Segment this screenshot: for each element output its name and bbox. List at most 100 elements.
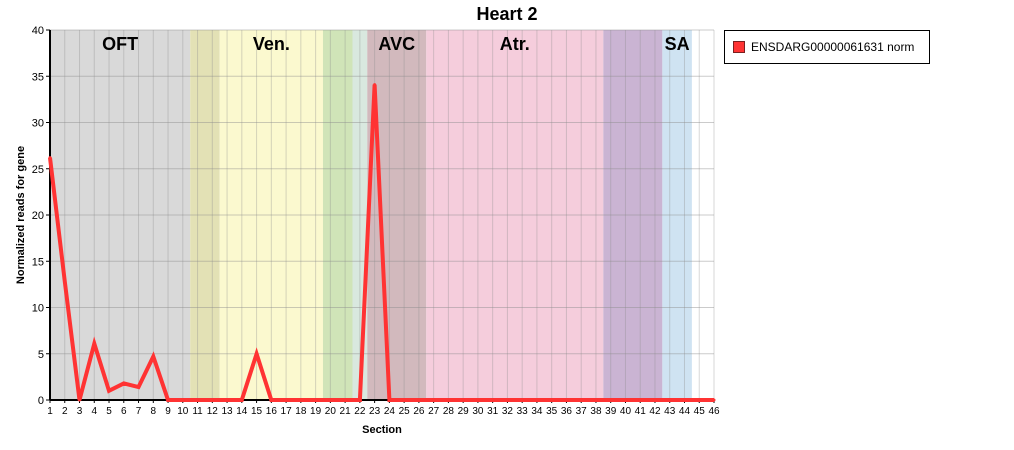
x-tick-labels: 1 2 3 4 5 6 7 8 9 10 11 12 13 14 15 16 17 18 19 20 21 22 23 24 2… [47,400,720,417]
region-band [367,30,427,400]
legend-label: ENSDARG00000061631 norm [751,40,915,54]
y-tick-label: 0 [38,395,44,407]
y-tick-label: 10 [32,303,44,315]
y-tick-label: 15 [32,256,44,268]
x-tick-label: 22 [354,406,366,417]
x-tick-label: 13 [222,406,234,417]
x-tick-label: 12 [207,406,219,417]
data-point [682,398,686,402]
x-tick-label: 16 [266,406,278,417]
x-tick-label: 25 [399,406,411,417]
x-tick-label: 14 [236,406,248,417]
x-tick-label: 11 [192,406,203,417]
x-tick-label: 7 [136,406,142,417]
data-point [446,398,450,402]
x-tick-label: 32 [502,406,514,417]
x-tick-label: 20 [325,406,337,417]
y-tick-label: 5 [38,349,44,361]
data-point [623,398,627,402]
x-tick-label: 28 [443,406,455,417]
x-tick-label: 35 [546,406,558,417]
data-point [535,398,539,402]
data-point [638,398,642,402]
x-tick-label: 19 [310,406,322,417]
data-point [63,280,67,284]
x-tick-label: 45 [694,406,706,417]
x-tick-label: 34 [531,406,543,417]
x-tick-label: 1 [47,406,53,417]
data-point [314,398,318,402]
data-point [137,385,141,389]
data-point [697,398,701,402]
data-point [387,398,391,402]
region-label: Ven. [253,34,290,54]
data-point [328,398,332,402]
y-tick-labels: 0 5 10 15 20 25 30 35 40 [32,25,50,407]
region-label: SA [665,34,690,54]
x-tick-label: 43 [664,406,676,417]
y-tick-label: 30 [32,118,44,130]
data-point [210,398,214,402]
data-point [358,398,362,402]
x-axis-label: Section [362,424,402,436]
x-tick-label: 26 [413,406,425,417]
data-point [122,381,126,385]
x-tick-label: 17 [281,406,293,417]
x-tick-label: 39 [605,406,617,417]
x-tick-label: 21 [340,406,352,417]
x-tick-label: 38 [590,406,602,417]
data-point [594,398,598,402]
x-tick-label: 30 [472,406,484,417]
region-band [190,30,220,400]
data-point [166,398,170,402]
x-tick-label: 23 [369,406,381,417]
data-point [269,398,273,402]
data-point [653,398,657,402]
data-point [476,398,480,402]
x-tick-label: 29 [458,406,470,417]
data-point [299,398,303,402]
y-tick-label: 25 [32,164,44,176]
y-tick-label: 40 [32,25,44,37]
data-point [461,398,465,402]
region-labels: OFT Ven. AVC Atr. SA [102,34,690,54]
x-tick-label: 41 [635,406,647,417]
y-axis-label: Normalized reads for gene [15,146,27,284]
data-point [579,398,583,402]
gridlines [49,29,715,401]
data-point [284,398,288,402]
data-point [609,398,613,402]
x-tick-label: 40 [620,406,632,417]
region-band [426,30,604,400]
data-point [550,398,554,402]
x-tick-label: 33 [517,406,529,417]
x-tick-label: 10 [177,406,189,417]
chart-title: Heart 2 [476,4,537,24]
x-tick-label: 44 [679,406,691,417]
data-point [668,398,672,402]
y-tick-label: 35 [32,71,44,83]
data-point [564,398,568,402]
legend-swatch [733,41,745,53]
data-point [432,398,436,402]
data-point [520,398,524,402]
x-tick-label: 6 [121,406,127,417]
data-point [196,398,200,402]
x-tick-label: 2 [62,406,68,417]
region-label: OFT [102,34,138,54]
data-point [491,398,495,402]
region-band [219,30,323,400]
x-tick-label: 9 [165,406,171,417]
legend: ENSDARG00000061631 norm [724,30,930,64]
data-point [402,398,406,402]
data-point [255,352,259,356]
region-label: Atr. [500,34,530,54]
x-tick-label: 4 [91,406,97,417]
region-band [603,30,663,400]
data-point [151,355,155,359]
x-tick-label: 24 [384,406,396,417]
data-point [240,398,244,402]
x-tick-label: 46 [708,406,720,417]
data-point [417,398,421,402]
